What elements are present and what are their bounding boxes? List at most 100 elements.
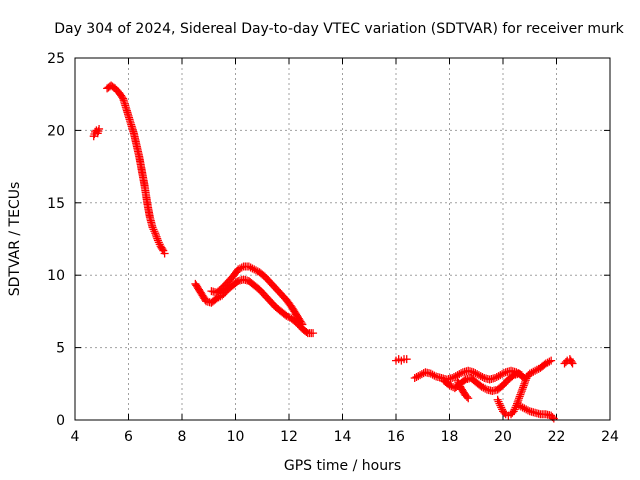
data-point — [151, 229, 160, 238]
data-point — [531, 366, 540, 375]
data-marker — [455, 380, 464, 389]
x-axis-label: GPS time / hours — [284, 458, 401, 474]
x-tick-label: 8 — [178, 429, 187, 445]
data-point — [547, 356, 556, 365]
data-point — [474, 371, 483, 380]
data-marker — [532, 365, 541, 374]
x-tick-label: 4 — [71, 429, 80, 445]
data-marker — [471, 369, 480, 378]
data-marker — [519, 381, 528, 390]
data-marker — [252, 266, 261, 275]
data-point — [426, 369, 435, 378]
series-seg-1 — [89, 124, 104, 141]
data-point — [160, 249, 169, 258]
data-point — [509, 407, 518, 416]
data-marker — [518, 385, 527, 394]
data-point — [453, 376, 462, 385]
data-marker — [521, 376, 530, 385]
data-marker — [150, 227, 159, 236]
data-marker — [414, 372, 423, 381]
data-point — [515, 394, 524, 403]
data-point — [520, 379, 529, 388]
data-marker — [511, 403, 520, 412]
y-tick-label: 20 — [47, 123, 65, 139]
data-marker — [151, 231, 160, 240]
data-point — [244, 262, 253, 271]
data-marker — [153, 234, 162, 243]
data-point — [448, 374, 457, 383]
series-seg-8 — [453, 376, 473, 403]
data-marker — [498, 370, 507, 379]
data-marker — [478, 373, 487, 382]
data-point — [520, 404, 529, 413]
data-marker — [529, 367, 538, 376]
data-marker — [235, 264, 244, 273]
data-point — [541, 359, 550, 368]
data-marker — [457, 369, 466, 378]
y-tick-label: 10 — [47, 268, 65, 284]
data-marker — [462, 392, 471, 401]
data-marker — [481, 384, 490, 393]
data-point — [402, 355, 411, 364]
data-marker — [521, 377, 530, 386]
data-marker — [492, 373, 501, 382]
series-seg-7 — [440, 369, 529, 396]
data-marker — [454, 378, 463, 387]
axis-ticks: 4 6 8 10 12 14 16 18 20 22 24 0 5 10 15 20 25 — [47, 51, 619, 445]
data-marker — [152, 232, 161, 241]
data-marker — [412, 373, 421, 382]
data-marker — [476, 372, 485, 381]
data-marker — [154, 238, 163, 247]
plot-frame — [74, 57, 611, 421]
data-marker — [499, 369, 508, 378]
data-marker — [543, 358, 552, 367]
series-seg-4 — [207, 262, 307, 329]
data-marker — [473, 370, 482, 379]
data-marker — [567, 358, 576, 367]
data-marker — [158, 245, 167, 254]
x-tick-label: 6 — [124, 429, 133, 445]
data-marker — [451, 372, 460, 381]
data-marker — [428, 370, 437, 379]
data-point — [309, 329, 318, 338]
data-marker — [494, 397, 503, 406]
data-marker — [497, 403, 506, 412]
data-point — [410, 374, 419, 383]
data-series — [89, 81, 577, 423]
data-point — [416, 371, 425, 380]
data-point — [282, 311, 291, 320]
data-point — [525, 369, 534, 378]
y-tick-label: 5 — [56, 341, 65, 357]
x-tick-label: 14 — [334, 429, 352, 445]
data-point — [153, 236, 162, 245]
data-point — [496, 401, 505, 410]
data-point — [549, 414, 558, 423]
data-marker — [518, 403, 527, 412]
x-tick-label: 18 — [441, 429, 459, 445]
x-tick-label: 24 — [601, 429, 619, 445]
data-marker — [155, 240, 164, 249]
data-marker — [516, 402, 525, 411]
grid — [75, 58, 610, 420]
data-marker — [248, 264, 257, 273]
series-seg-3 — [191, 275, 318, 338]
series-seg-11 — [560, 355, 577, 368]
data-point — [469, 368, 478, 377]
series-seg-6 — [410, 366, 526, 384]
data-point — [490, 374, 499, 383]
data-marker — [527, 368, 536, 377]
data-marker — [515, 392, 524, 401]
data-marker — [449, 373, 458, 382]
data-point — [95, 124, 104, 133]
data-point — [496, 371, 505, 380]
y-tick-label: 25 — [47, 51, 65, 67]
data-marker — [522, 405, 531, 414]
data-point — [493, 395, 502, 404]
data-marker — [514, 396, 523, 405]
data-marker — [237, 263, 246, 272]
series-seg-2 — [103, 81, 169, 258]
data-marker — [430, 371, 439, 380]
x-tick-label: 10 — [227, 429, 245, 445]
